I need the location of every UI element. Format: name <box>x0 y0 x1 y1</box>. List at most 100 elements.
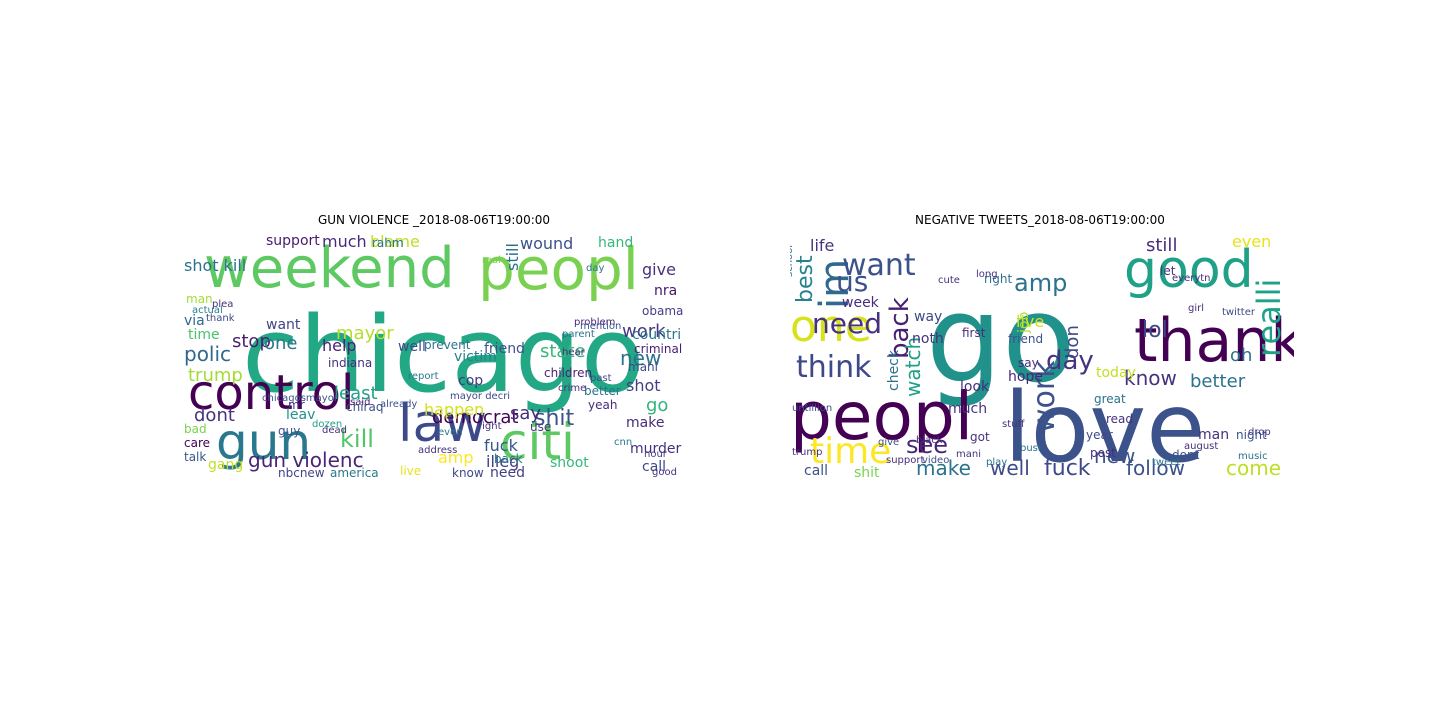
gun-word-use: use <box>530 420 551 434</box>
neg-word-girl: girl <box>1188 303 1204 314</box>
gun-violence-title: GUN VIOLENCE _2018-08-06T19:00:00 <box>317 213 551 227</box>
neg-word-let: let <box>1160 264 1176 278</box>
gun-word-right: right <box>478 421 502 432</box>
neg-word-fuck: fuck <box>1044 456 1091 481</box>
gun-word-state: state <box>540 341 586 362</box>
neg-word-time: time <box>810 431 891 472</box>
neg-word-great: great <box>1094 392 1126 406</box>
gun-word-know: know <box>452 466 484 480</box>
gun-word-talk: talk <box>184 450 206 464</box>
gun-word-even: even <box>438 427 463 438</box>
gun-word-already: already <box>380 399 417 410</box>
neg-word-post: post <box>1090 446 1116 460</box>
neg-word-today: today <box>1096 365 1136 381</box>
neg-word-new: new <box>1094 444 1135 468</box>
neg-word-don: don <box>1062 325 1083 359</box>
gun-word-call: call <box>642 459 666 475</box>
neg-word-school: school <box>790 245 795 277</box>
negative-tweets-title: NEGATIVE TWEETS_2018-08-06T19:00:00 <box>915 213 1165 227</box>
gun-word-children: children <box>544 366 592 380</box>
gun-word-work: work <box>622 321 666 342</box>
gun-word-chicagosmayor: chicagosmayor <box>262 393 339 404</box>
gun-word-good: good <box>652 467 677 478</box>
gun-word-fuck: fuck <box>484 436 519 455</box>
neg-word-trump: trump <box>792 447 822 458</box>
gun-word-cnn: cnn <box>614 437 632 448</box>
neg-word-even: even <box>1232 232 1271 251</box>
gun-word-blame: blame <box>370 232 420 251</box>
neg-word-twitter: twitter <box>1222 307 1256 318</box>
gun-word-america: america <box>330 466 379 480</box>
neg-word-peopl: peopl <box>790 378 973 455</box>
gun-word-mention: mention <box>580 321 621 332</box>
gun-word-chiraq: chiraq <box>346 400 383 414</box>
gun-word-hand: hand <box>598 235 633 251</box>
neg-word-live: live <box>1016 312 1044 331</box>
gun-word-report: report <box>408 371 439 382</box>
gun-word-day: day <box>586 263 604 274</box>
neg-word-read: read <box>1106 412 1133 426</box>
gun-word-problem: problem <box>574 317 615 328</box>
gun-word-crime: crime <box>558 383 586 394</box>
neg-word-job: job <box>1016 312 1032 334</box>
neg-word-august: august <box>1184 441 1218 452</box>
neg-word-stuff: stuff <box>1002 419 1025 430</box>
gun-word-help: help <box>322 336 357 355</box>
gun-word-kill: kill <box>340 425 374 453</box>
neg-word-support: support <box>886 455 924 466</box>
gun-word-least: least <box>334 383 378 404</box>
gun-word-amp: amp <box>438 448 474 467</box>
neg-word-love: love <box>1004 372 1205 483</box>
gun-word-back: back <box>494 452 523 466</box>
gun-word-mayor: mayor <box>336 323 394 344</box>
neg-word-untillion: untillion <box>792 403 832 414</box>
neg-word-lol: lol <box>1142 318 1168 343</box>
neg-word-cute: cute <box>938 275 960 286</box>
gun-word-still: still <box>503 243 522 271</box>
neg-word-right: right <box>984 272 1012 286</box>
neg-word-realli: realli <box>1250 279 1288 357</box>
gun-word-gun-violenc: gun violenc <box>248 448 364 472</box>
neg-word-day: day <box>1046 346 1094 376</box>
gun-word-dozen: dozen <box>312 419 342 430</box>
gun-word-better: better <box>584 384 621 398</box>
gun-word-victim: victim <box>454 349 497 365</box>
gun-word-stop: stop <box>232 331 271 352</box>
gun-word-one: one <box>264 333 298 354</box>
gun-word-law: law <box>398 394 487 454</box>
neg-word-music: music <box>1238 451 1268 462</box>
gun-word-bad: bad <box>184 422 207 436</box>
neg-word-much: much <box>948 401 987 417</box>
neg-word-im: im <box>812 259 858 309</box>
gun-word-shit: shit <box>534 406 575 431</box>
gun-word-criminal: criminal <box>634 342 682 356</box>
gun-word-hour: hour <box>644 449 668 460</box>
gun-word-hear: hear <box>562 347 586 358</box>
neg-word-man: man <box>1198 427 1229 443</box>
gun-word-gun: gun <box>216 413 311 471</box>
gun-word-shoot: shoot <box>550 455 589 471</box>
gun-word-indiana: indiana <box>328 356 372 370</box>
gun-word-nra: nra <box>654 283 677 299</box>
neg-word-tweet: tweet <box>1152 457 1180 468</box>
gun-word-friend: friend <box>484 341 525 357</box>
neg-word-call: call <box>804 463 828 479</box>
neg-word-back: back <box>885 297 915 359</box>
neg-word-week: week <box>842 295 880 311</box>
gun-word-past: past <box>590 373 612 384</box>
gun-word-said: said <box>350 397 370 408</box>
gun-word-mayor-decri: mayor decri <box>450 391 510 402</box>
gun-word-control: control <box>188 365 354 421</box>
neg-word-say: say <box>1018 356 1039 370</box>
neg-word-best: best <box>793 255 818 303</box>
gun-word-happen: happen <box>424 400 484 419</box>
neg-word-black: black <box>916 435 943 446</box>
neg-word-night: night <box>1236 428 1267 442</box>
neg-word-got: got <box>970 430 990 444</box>
gun-word-dead: dead <box>322 425 347 436</box>
neg-word-make: make <box>916 456 971 480</box>
gun-word-address: address <box>418 445 457 456</box>
neg-word-better: better <box>1190 371 1246 392</box>
gun-word-mr: mr <box>288 398 305 412</box>
